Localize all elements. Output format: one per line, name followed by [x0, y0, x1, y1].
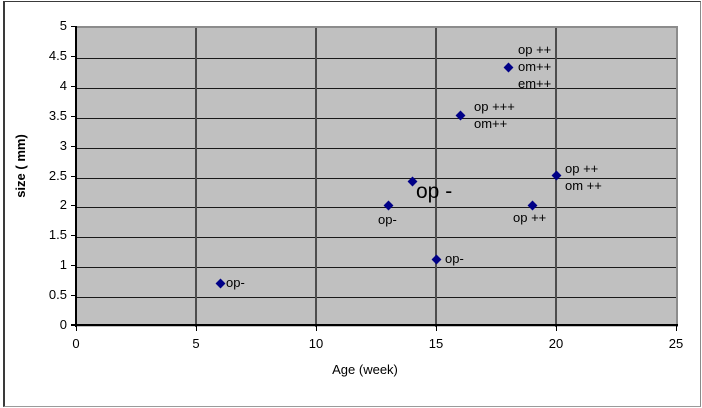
y-axis-tick [71, 145, 76, 147]
x-tick-label: 25 [668, 336, 684, 351]
horizontal-gridline [76, 87, 676, 89]
y-tick-label: 4 [59, 77, 67, 93]
horizontal-gridline [76, 207, 676, 209]
y-tick-label: 1.5 [48, 227, 67, 243]
x-tick-label: 5 [192, 336, 200, 351]
data-point-label: op- [378, 212, 397, 228]
vertical-gridline [315, 28, 317, 327]
x-tick-label: 0 [72, 336, 80, 351]
y-tick-label: 0 [59, 317, 67, 332]
y-axis-tick [71, 26, 76, 27]
horizontal-gridline [76, 117, 676, 119]
horizontal-gridline [76, 267, 676, 269]
y-tick-label: 1 [59, 257, 67, 273]
horizontal-gridline [76, 237, 676, 239]
vertical-gridline [435, 28, 437, 327]
y-axis-tick [71, 85, 76, 87]
x-axis-tick [436, 326, 437, 331]
y-axis-tick [71, 175, 76, 177]
x-axis-title: Age (week) [332, 362, 398, 377]
y-tick-label: 2 [59, 197, 67, 213]
x-tick-label: 15 [428, 336, 444, 351]
y-tick-label: 3 [59, 137, 67, 153]
y-tick-label: 0.5 [48, 287, 67, 303]
y-tick-label: 5 [59, 18, 67, 33]
data-point-label: op- [226, 275, 245, 291]
data-point-label: op - [416, 180, 453, 204]
data-point-label: op ++ om ++ [565, 160, 602, 193]
data-point-label: op +++ om++ [474, 98, 515, 131]
x-tick-label: 10 [308, 336, 324, 351]
horizontal-gridline [76, 177, 676, 179]
data-point-label: op ++ om++ em++ [518, 41, 552, 91]
y-tick-label: 4.5 [48, 47, 67, 63]
plot-area [76, 26, 678, 327]
data-point-label: op ++ [513, 210, 547, 226]
y-axis-tick [71, 325, 76, 326]
y-tick-label: 3.5 [48, 107, 67, 123]
y-axis-tick [71, 205, 76, 207]
y-axis-tick [71, 55, 76, 57]
y-tick-label: 2.5 [48, 167, 67, 183]
x-axis-tick [316, 326, 317, 331]
y-axis-line [75, 26, 77, 327]
y-axis-tick [71, 115, 76, 117]
horizontal-gridline [76, 297, 676, 299]
x-axis-tick [76, 326, 77, 331]
x-axis-tick [556, 326, 557, 331]
vertical-gridline [195, 28, 197, 327]
y-axis-tick [71, 295, 76, 297]
x-axis-tick [676, 326, 677, 331]
horizontal-gridline [76, 147, 676, 149]
chart-frame: size ( mm) Age (week) 0 0.5 1 1.5 2 2.5 3 3.5 4 4… [3, 1, 701, 407]
data-point-label: op- [445, 251, 464, 267]
y-axis-tick [71, 265, 76, 267]
horizontal-gridline [76, 57, 676, 59]
x-axis-line [71, 324, 678, 326]
y-axis-tick [71, 235, 76, 237]
x-axis-tick [196, 326, 197, 331]
x-tick-label: 20 [548, 336, 564, 351]
